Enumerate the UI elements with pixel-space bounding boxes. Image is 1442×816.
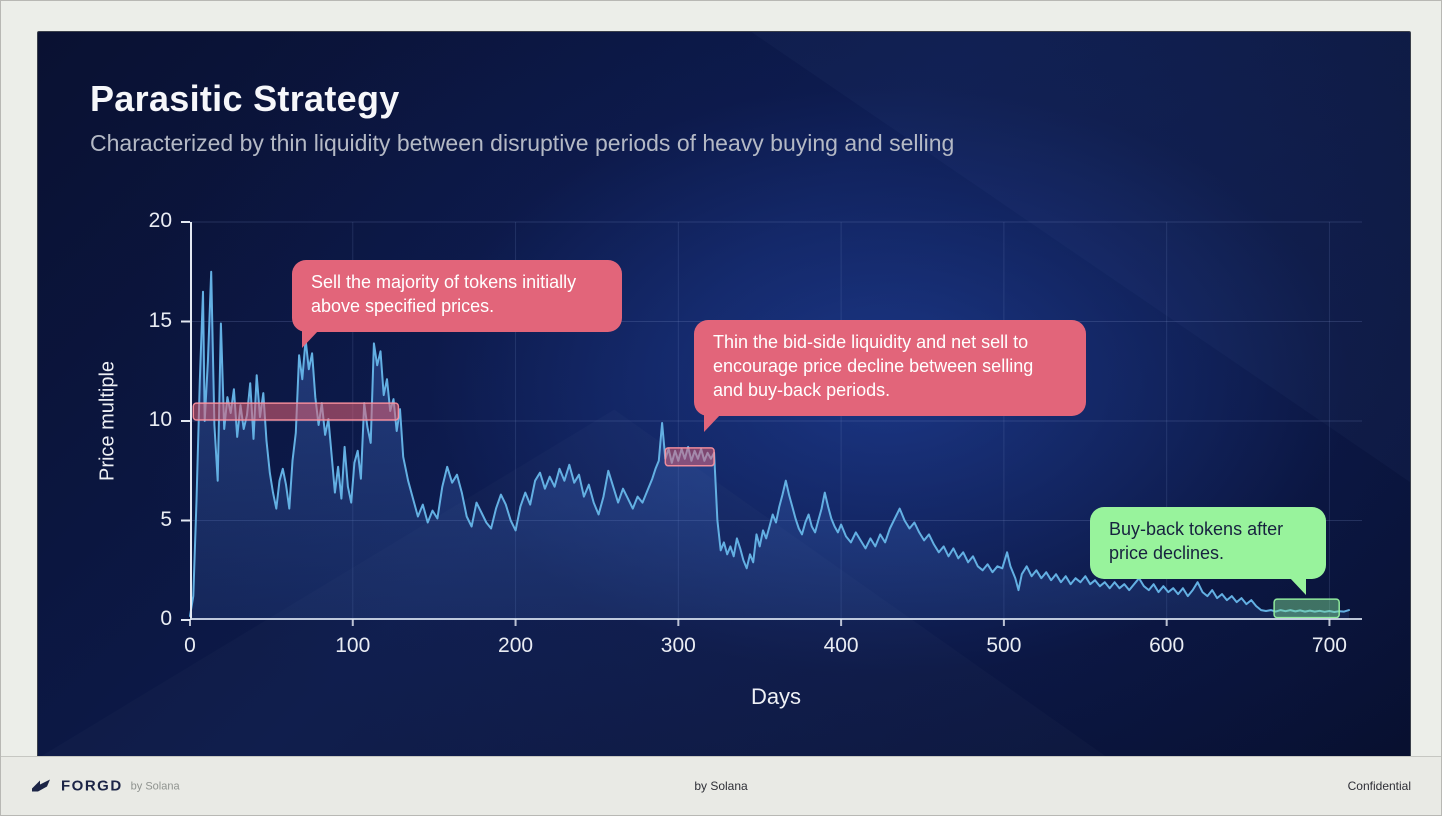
price-area — [190, 271, 1349, 620]
forgd-logo-icon — [32, 779, 50, 791]
annotation-sell-initially: Sell the majority of tokens initially ab… — [292, 260, 622, 348]
x-tick-label: 300 — [660, 634, 696, 657]
price-line — [189, 270, 1350, 617]
y-tick-label: 0 — [160, 607, 172, 630]
y-tick-label: 15 — [148, 308, 172, 332]
footer-center-text: by Solana — [694, 779, 748, 793]
annotation-buy-back: Buy-back tokens after price declines. — [1090, 507, 1326, 595]
initial-sell-range-band — [192, 402, 400, 421]
x-tick-label: 400 — [823, 634, 859, 657]
y-tick-label: 20 — [148, 209, 172, 232]
x-tick-label: 500 — [986, 634, 1022, 657]
net-sell-range-band — [664, 447, 715, 467]
footer-bar: FORGD by Solana by Solana Confidential — [1, 756, 1441, 815]
y-tick-label: 5 — [160, 507, 172, 531]
brand-suffix: by Solana — [130, 780, 180, 792]
x-axis-label: Days — [750, 684, 802, 709]
x-tick-label: 200 — [498, 634, 534, 657]
x-tick-label: 0 — [184, 634, 196, 657]
x-tick-label: 700 — [1311, 634, 1347, 657]
x-tick-label: 100 — [335, 634, 371, 657]
slide: Parasitic Strategy Characterized by thin… — [37, 31, 1411, 759]
brand-name: FORGD — [61, 777, 123, 795]
page-title: Parasitic Strategy — [90, 78, 400, 119]
buy-back-range-band — [1273, 598, 1340, 619]
brand-logo: FORGD by Solana — [31, 778, 180, 795]
y-tick-label: 10 — [148, 408, 172, 431]
annotation-thin-liquidity: Thin the bid-side liquidity and net sell… — [694, 320, 1086, 432]
x-tick-label: 600 — [1149, 634, 1185, 657]
page-subtitle: Characterized by thin liquidity between … — [90, 130, 955, 156]
confidential-label: Confidential — [1347, 779, 1411, 793]
